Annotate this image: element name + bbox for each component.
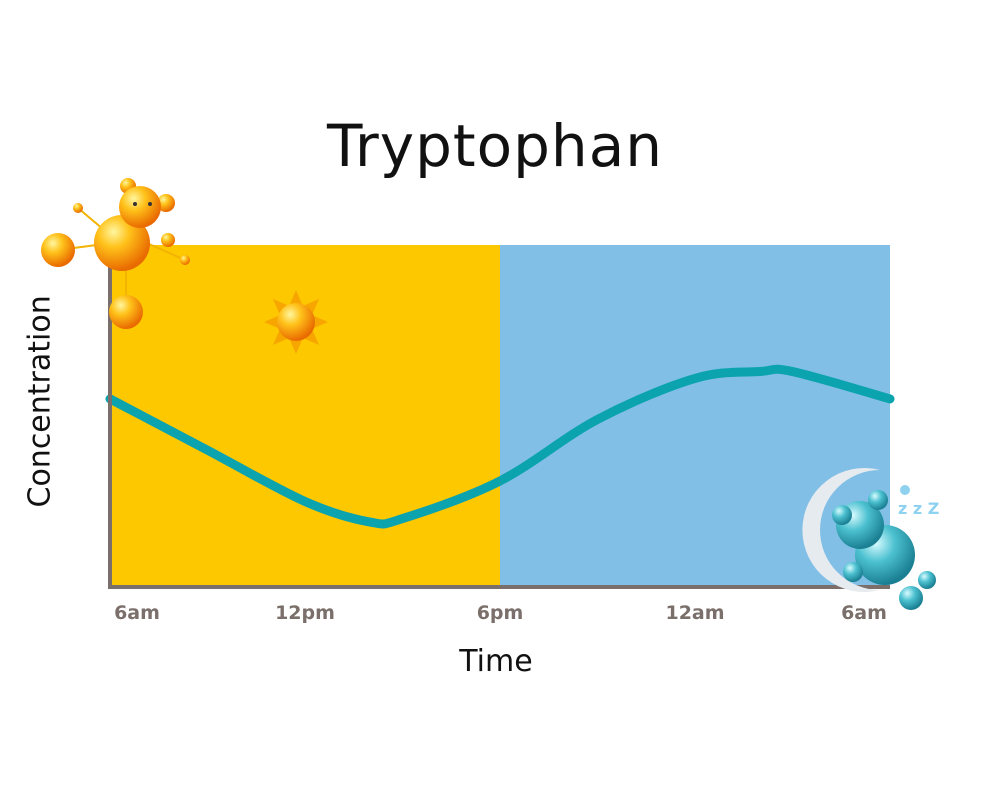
x-tick-label: 6am	[841, 602, 887, 624]
x-tick-label: 6pm	[477, 602, 524, 624]
x-tick-label: 12pm	[275, 602, 335, 624]
sleeping-bear-moon-icon: z z Z	[802, 467, 939, 610]
x-tick-label: 6am	[114, 602, 160, 624]
axes	[108, 245, 890, 589]
x-tick-label: 12am	[665, 602, 724, 624]
sun-icon	[264, 290, 328, 354]
molecule-bear-icon	[41, 178, 190, 329]
svg-text:z z Z: z z Z	[898, 499, 939, 518]
tryptophan-curve	[105, 364, 895, 529]
chart-title: Tryptophan	[327, 112, 663, 180]
day-region	[110, 245, 500, 587]
night-region	[500, 245, 890, 587]
x-axis-label: Time	[459, 644, 533, 679]
